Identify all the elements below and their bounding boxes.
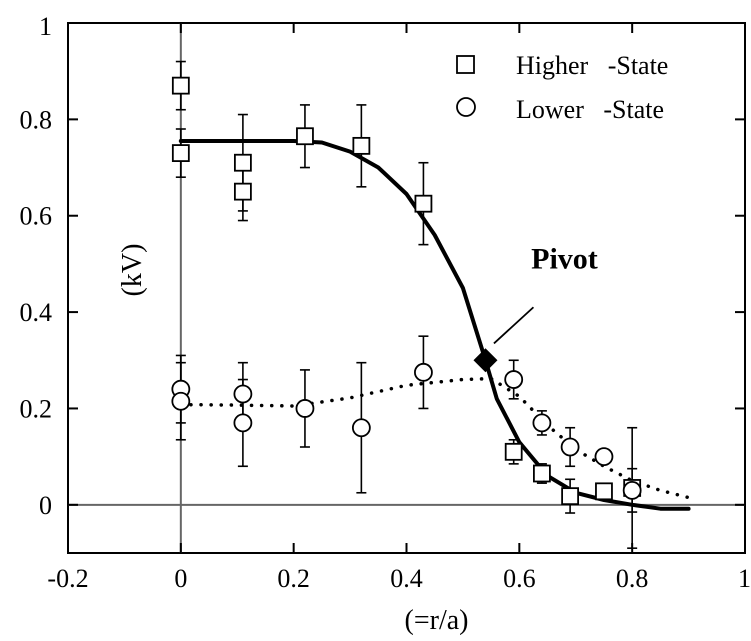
- error-bars: [175, 60, 638, 549]
- higher-state-curve: [178, 139, 691, 511]
- legend-label-lower-state: Lower -State: [516, 95, 664, 124]
- x-axis-label: (=r/a): [405, 605, 469, 636]
- pivot-label: Pivot: [531, 243, 598, 276]
- lower-state-point: [295, 399, 315, 418]
- x-tick-label: 0.2: [277, 564, 310, 593]
- legend: Higher -State Lower -State: [456, 51, 668, 124]
- lower-state-curve: [179, 376, 691, 500]
- pivot-diamond-marker: [473, 348, 498, 373]
- y-tick-label: 0.2: [20, 394, 53, 423]
- y-tick-label: 0.8: [20, 105, 53, 134]
- x-tick-label: 0: [174, 564, 187, 593]
- higher-state-point: [595, 482, 613, 501]
- higher-state-point: [233, 182, 252, 201]
- higher-state-point: [504, 442, 523, 461]
- y-axis-label: (kV): [117, 244, 148, 297]
- y-tick-label: 0: [39, 491, 52, 520]
- x-tick-label: 0.4: [390, 564, 423, 593]
- axis-ticks: -0.2 0 0.2 0.4 0.6 0.8 1 0 0.2 0.4 0.6 0.8 1: [20, 12, 751, 593]
- legend-circle-marker: [456, 97, 476, 117]
- lower-state-point: [233, 413, 253, 433]
- legend-label-higher-state: Higher -State: [516, 51, 668, 80]
- lower-state-point: [351, 418, 371, 438]
- higher-state-point: [171, 144, 190, 162]
- pivot-annotation: Pivot: [473, 243, 598, 373]
- higher-state-point: [296, 127, 314, 146]
- higher-state-point: [171, 76, 190, 95]
- lower-state-point: [560, 437, 580, 457]
- lower-state-point: [532, 413, 552, 433]
- y-tick-label: 1: [39, 12, 52, 41]
- lower-state-point: [233, 384, 253, 404]
- pivot-leader-line: [493, 306, 535, 345]
- lower-state-point: [594, 447, 614, 467]
- lower-state-point: [171, 391, 191, 411]
- lower-state-point: [414, 362, 433, 382]
- x-tick-label: 1: [738, 564, 751, 593]
- y-tick-label: 0.6: [20, 202, 53, 231]
- higher-state-point: [561, 487, 580, 506]
- higher-state-point: [414, 194, 433, 213]
- lower-state-point: [622, 480, 642, 500]
- higher-state-point: [352, 136, 371, 155]
- x-tick-label: -0.2: [47, 564, 88, 593]
- data-markers: [171, 76, 642, 506]
- higher-state-point: [533, 464, 551, 483]
- x-tick-label: 0.8: [616, 564, 649, 593]
- lower-state-point: [504, 370, 524, 389]
- legend-square-marker: [456, 55, 475, 74]
- x-tick-label: 0.6: [503, 564, 536, 593]
- y-tick-label: 0.4: [20, 298, 53, 327]
- higher-state-point: [233, 153, 252, 172]
